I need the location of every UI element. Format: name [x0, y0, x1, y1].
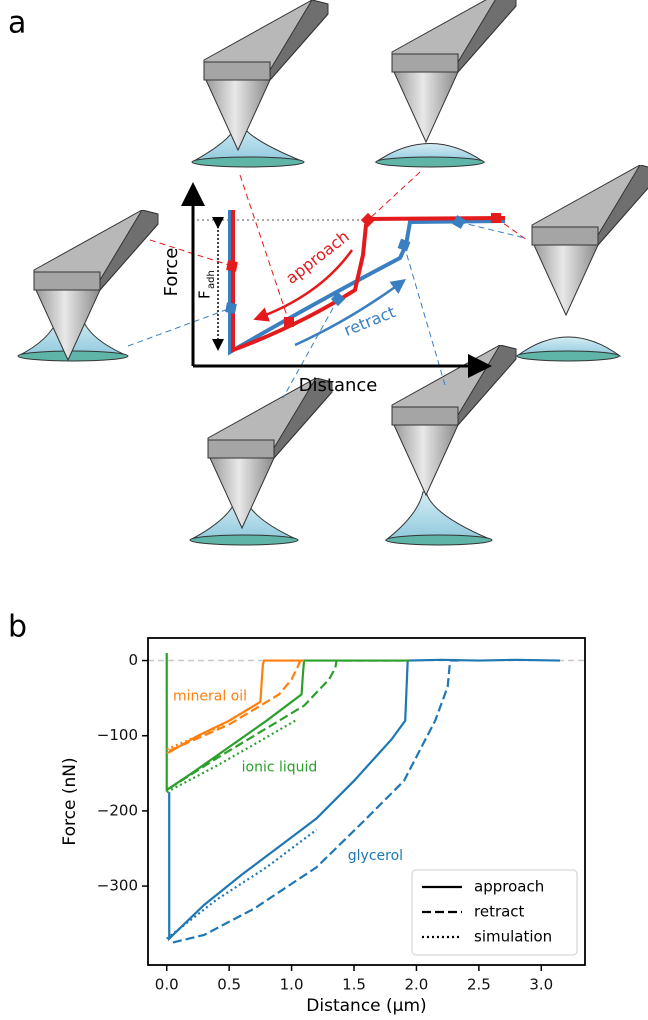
y-tick-label: 0	[128, 651, 138, 669]
legend-label: retract	[474, 903, 525, 921]
approach-label: approach	[282, 227, 353, 288]
plot-frame	[147, 637, 586, 966]
legend-box	[411, 869, 578, 956]
data-line	[172, 659, 461, 944]
legend-label: approach	[474, 878, 544, 896]
x-tick-label: 2.0	[405, 976, 429, 994]
y-tick-label: −100	[97, 726, 138, 744]
x-tick-label: 3.0	[529, 976, 553, 994]
tip-illustration	[384, 345, 516, 546]
annotation: ionic liquid	[242, 759, 318, 775]
annotation: mineral oil	[173, 689, 247, 705]
data-line	[168, 659, 305, 752]
x-tick-label: 0.0	[155, 976, 179, 994]
tip-illustration	[374, 0, 516, 168]
data-line	[168, 659, 404, 790]
x-axis-label: Distance (µm)	[306, 996, 426, 1016]
tip-illustration	[189, 378, 332, 546]
tip-illustration	[17, 210, 158, 362]
axis-label: Distance	[299, 375, 378, 396]
panel-label: a	[8, 6, 26, 41]
fadh-sub: adh	[206, 270, 217, 289]
schematic-plot: Force Distance approach retract F adh	[161, 182, 506, 396]
annotation: glycerol	[348, 848, 403, 864]
x-tick-label: 1.0	[280, 976, 304, 994]
data-line	[165, 653, 411, 792]
data-line	[166, 828, 318, 940]
data-line	[166, 718, 299, 794]
x-tick-label: 1.5	[342, 976, 366, 994]
legend-label: simulation	[474, 928, 552, 946]
chart: b 0.0 0.5 1.0 1.5 2.0 2.5 3.0 −300 −200 −100 0 Dist…	[8, 610, 586, 1016]
data-line	[168, 658, 561, 942]
x-tick-label: 0.5	[217, 976, 241, 994]
fadh-label: F adh	[196, 270, 218, 299]
x-tick-label: 2.5	[467, 976, 491, 994]
panel-label: b	[8, 610, 27, 645]
y-axis-label: Force (nN)	[60, 757, 80, 845]
fadh-main: F	[196, 290, 214, 299]
y-tick-label: −300	[97, 877, 138, 895]
y-tick-label: −200	[97, 801, 138, 819]
retract-label: retract	[341, 302, 398, 340]
data-line	[166, 700, 261, 751]
tip-illustration	[515, 165, 648, 362]
axis-label: Force	[161, 248, 182, 297]
tip-illustration	[191, 0, 328, 168]
